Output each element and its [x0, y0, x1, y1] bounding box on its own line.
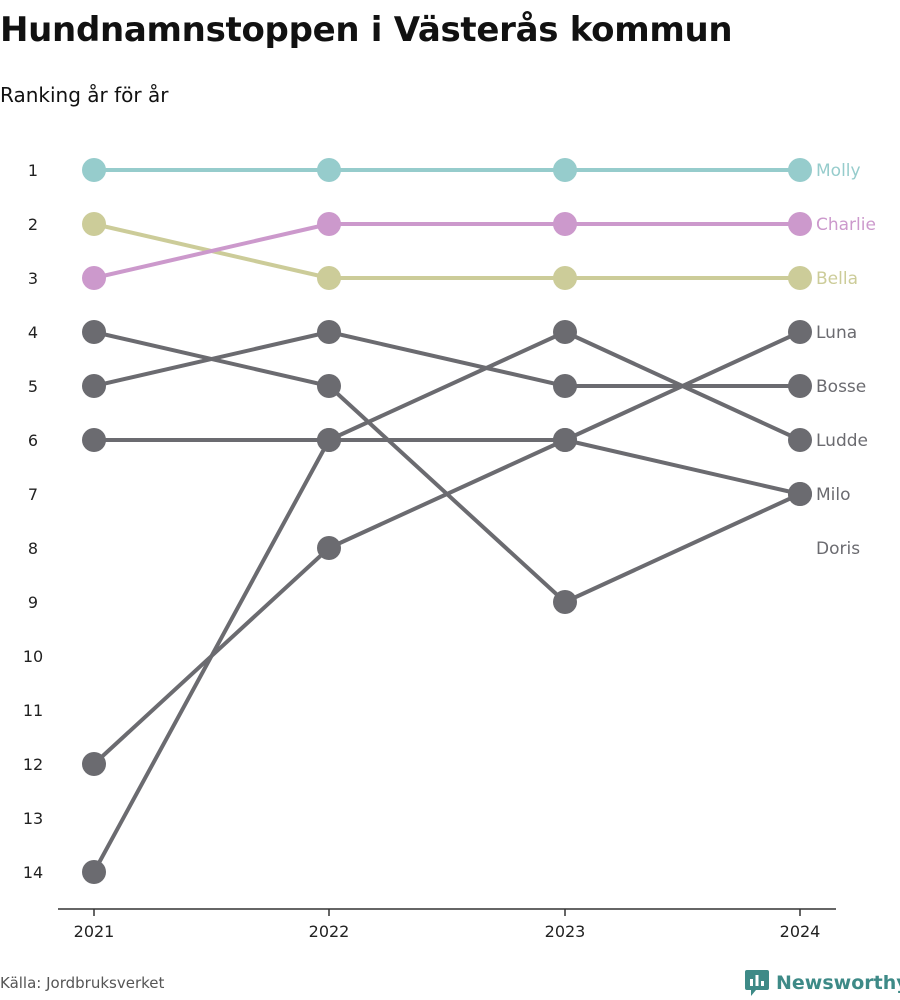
x-tick-label: 2021	[74, 922, 115, 941]
newsworthy-logo-icon	[745, 970, 769, 996]
y-tick-label: 11	[23, 701, 43, 720]
y-tick-label: 1	[28, 161, 38, 180]
chart-subtitle: Ranking år för år	[0, 83, 169, 107]
data-point-bosse	[553, 374, 577, 398]
bump-chart: 2021 2022 2023 20241234567891011121314Molly…	[23, 158, 876, 941]
source-note: Källa: Jordbruksverket	[0, 974, 165, 992]
data-point-bella	[82, 212, 106, 236]
series-label: Charlie	[816, 215, 876, 235]
series-label: Milo	[816, 485, 851, 505]
series-line-luna	[92, 330, 802, 874]
chart-title: Hundnamnstoppen i Västerås kommun	[0, 10, 733, 50]
brand: Newsworthy	[744, 968, 900, 998]
data-point-luna	[82, 860, 106, 884]
series-label: Bosse	[816, 377, 866, 397]
x-tick-label: 2024	[780, 922, 821, 941]
data-point-bella	[788, 266, 812, 290]
data-point-milo	[788, 482, 812, 506]
data-point-molly	[553, 158, 577, 182]
data-point-bosse	[788, 374, 812, 398]
data-point-bosse	[317, 320, 341, 344]
data-point-charlie	[82, 266, 106, 290]
series-label: Molly	[816, 161, 861, 181]
y-tick-label: 5	[28, 377, 38, 396]
data-point-ludde	[82, 428, 106, 452]
series-line-milo	[92, 438, 802, 766]
series-line-charlie	[92, 222, 802, 280]
brand-name: Newsworthy	[776, 972, 900, 994]
y-tick-label: 7	[28, 485, 38, 504]
y-tick-label: 10	[23, 647, 43, 666]
y-tick-label: 9	[28, 593, 38, 612]
data-point-ludde	[788, 428, 812, 452]
data-point-charlie	[317, 212, 341, 236]
y-tick-label: 6	[28, 431, 38, 450]
y-tick-label: 14	[23, 863, 43, 882]
y-tick-label: 4	[28, 323, 38, 342]
y-tick-label: 12	[23, 755, 43, 774]
y-tick-label: 2	[28, 215, 38, 234]
data-point-molly	[82, 158, 106, 182]
data-point-molly	[317, 158, 341, 182]
data-point-milo	[82, 752, 106, 776]
data-point-luna	[317, 428, 341, 452]
data-point-charlie	[553, 212, 577, 236]
y-tick-label: 3	[28, 269, 38, 288]
data-point-bella	[553, 266, 577, 290]
data-point-bella	[317, 266, 341, 290]
series-label: Doris	[816, 539, 860, 559]
series-label: Luna	[816, 323, 857, 343]
x-tick-label: 2022	[309, 922, 350, 941]
data-point-luna	[788, 320, 812, 344]
x-tick-label: 2023	[545, 922, 586, 941]
series-line-doris	[92, 330, 802, 604]
data-point-luna	[553, 428, 577, 452]
y-tick-label: 13	[23, 809, 43, 828]
data-point-doris	[82, 320, 106, 344]
data-point-milo	[317, 536, 341, 560]
series-line-bosse	[92, 330, 802, 388]
data-point-bosse	[82, 374, 106, 398]
y-tick-label: 8	[28, 539, 38, 558]
data-point-charlie	[788, 212, 812, 236]
series-label: Bella	[816, 269, 858, 289]
data-point-doris	[317, 374, 341, 398]
series-line-bella	[92, 222, 802, 280]
data-point-ludde	[553, 320, 577, 344]
series-label: Ludde	[816, 431, 868, 451]
data-point-doris	[553, 590, 577, 614]
data-point-molly	[788, 158, 812, 182]
